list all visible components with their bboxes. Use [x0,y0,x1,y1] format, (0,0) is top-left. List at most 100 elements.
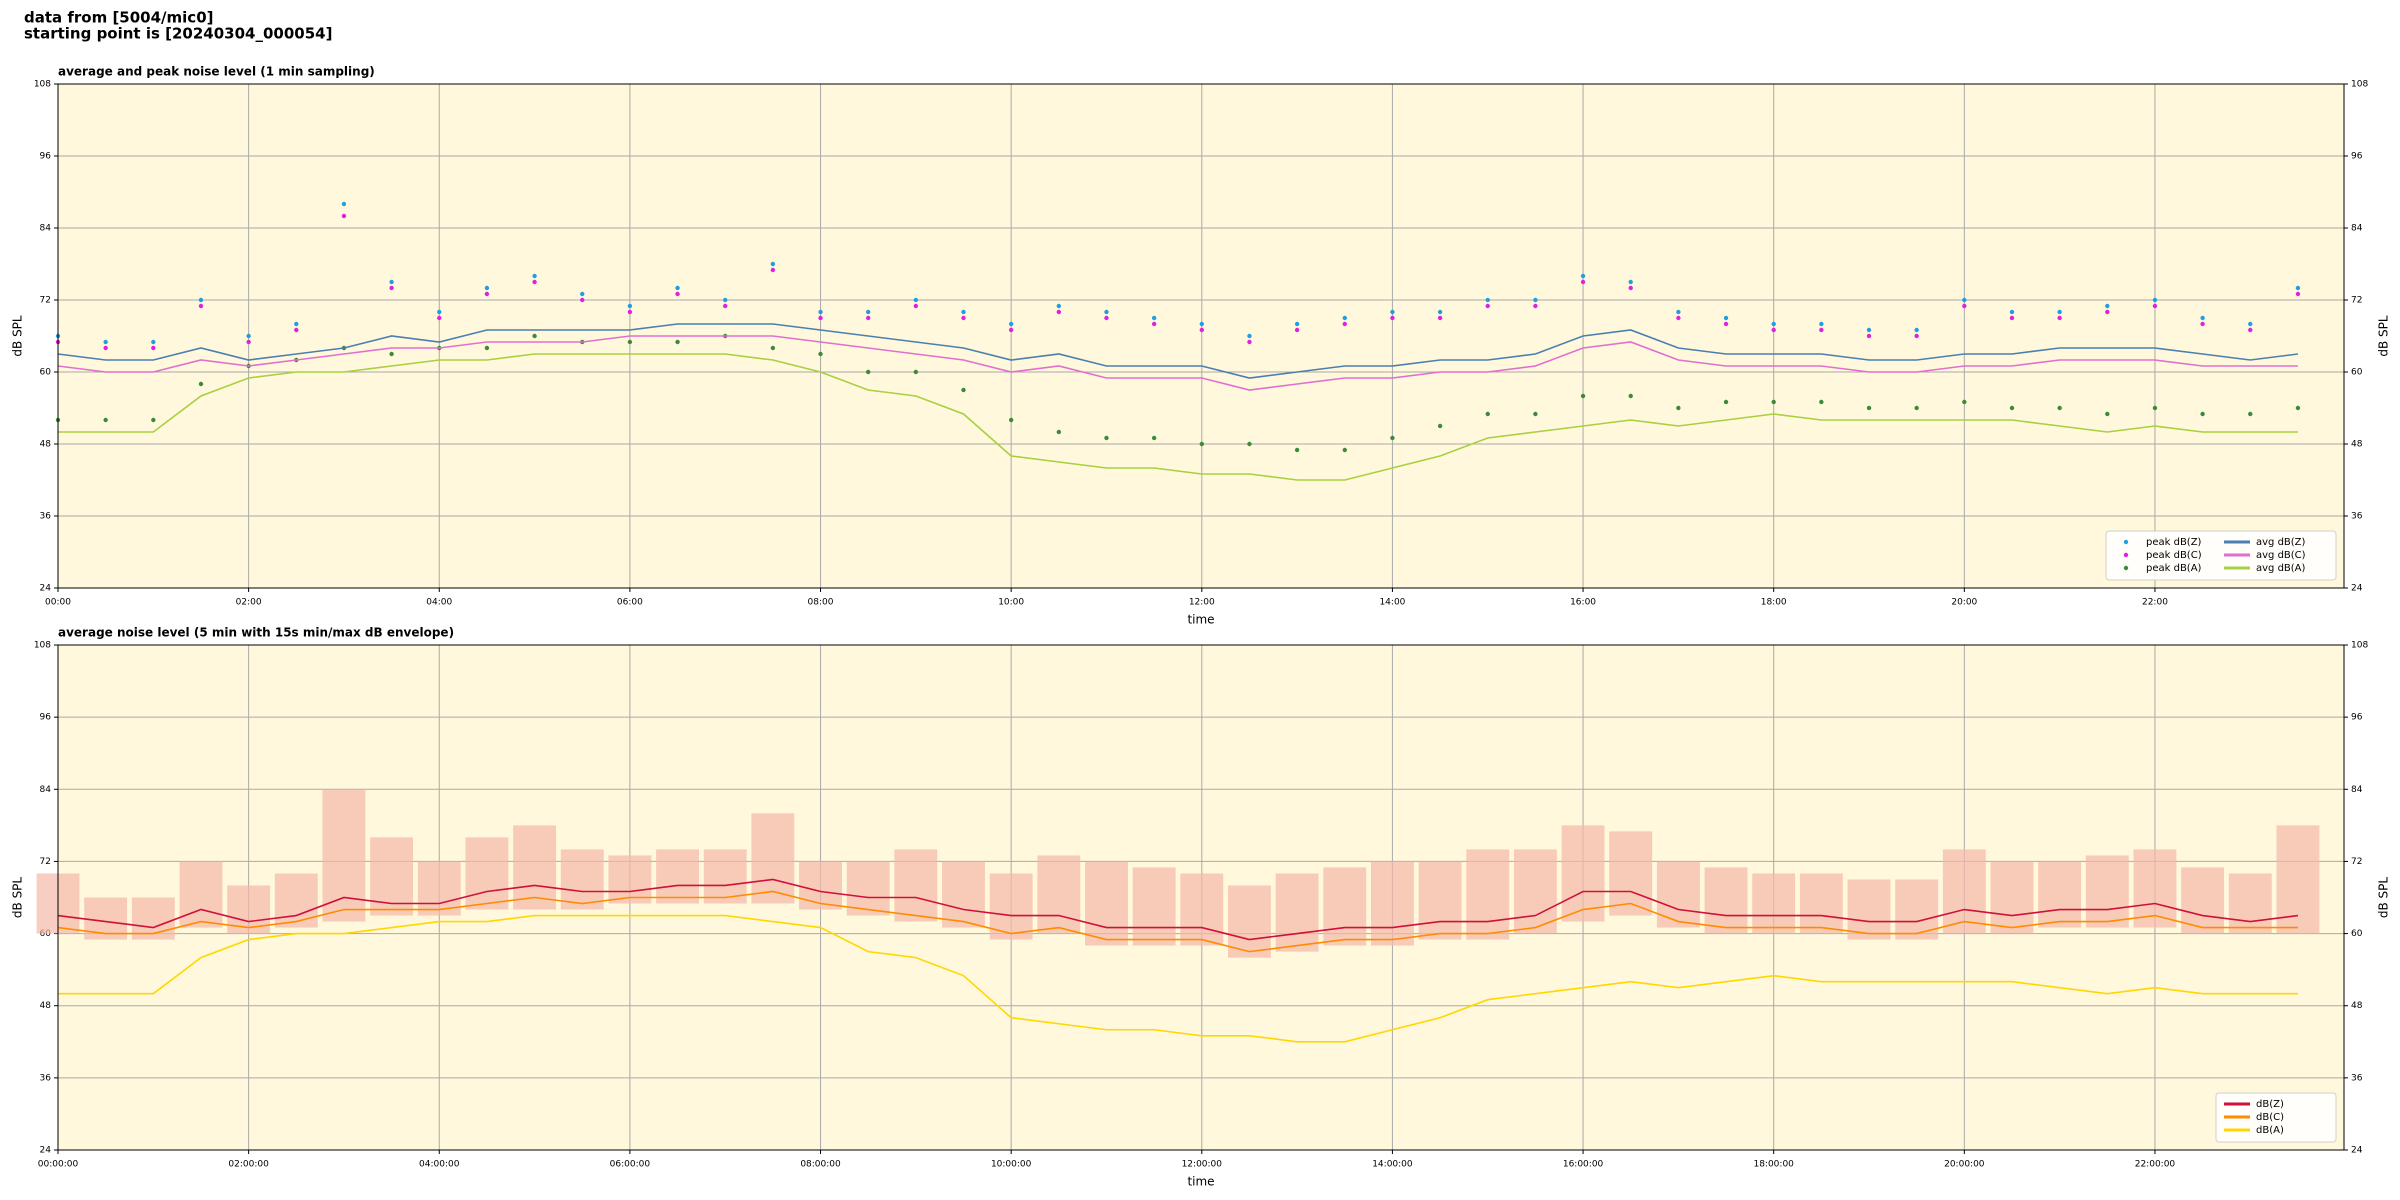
y-tick-label: 108 [34,641,51,651]
peak-dot [1533,297,1538,303]
peak-dot [1056,309,1062,315]
x-tick-label: 22:00 [2142,598,2168,608]
series-line [57,323,2299,379]
peak-dot [627,339,633,345]
peak-dot [1866,405,1872,411]
envelope-bar [560,849,604,910]
envelope-bar [1228,885,1271,958]
peak-dot [580,297,585,303]
envelope-bar [846,861,890,916]
legend-label: avg dB(C) [2256,550,2306,561]
peak-dot [1771,399,1776,405]
legend-label: avg dB(A) [2256,563,2306,574]
peak-dot [1676,315,1681,321]
peak-dot [198,303,204,309]
y-tick-label: 36 [40,1073,52,1083]
peak-dot [1199,327,1204,333]
y-axis-label: dB SPL [11,877,25,919]
envelope-bar [1037,855,1081,934]
x-tick-label: 08:00 [808,598,834,608]
peak-dot [1580,393,1586,399]
peak-dot [627,303,633,309]
peak-dot [1628,393,1633,399]
envelope-bar [1418,861,1462,940]
peak-dot [294,327,299,333]
peak-dot [2152,297,2158,303]
peak-dot [1247,333,1252,339]
plot-frame [57,644,2345,1151]
envelope-bar [894,849,938,922]
peak-dot [1914,333,1919,339]
peak-dot [1962,399,1967,405]
peak-dot [151,417,156,423]
legend-box [2105,530,2337,581]
peak-dot [198,297,204,303]
legend-label: peak dB(A) [2146,563,2202,574]
peak-dot [2248,411,2253,417]
y2-tick-label: 108 [2351,641,2368,651]
peak-dot [1914,327,1919,333]
peak-dot [1342,447,1347,453]
peak-dot [1723,399,1729,405]
x-tick-label: 14:00 [1379,598,1405,608]
peak-dot [1390,315,1395,321]
peak-dot [1962,303,1967,309]
x-tick-label: 16:00:00 [1563,1160,1604,1170]
y2-tick-label: 24 [2351,1146,2363,1156]
peak-dot [2152,405,2158,411]
legend-label: peak dB(Z) [2146,537,2202,548]
envelope-bar [1799,873,1843,934]
envelope-bar [131,897,175,940]
y-tick-label: 48 [40,440,52,450]
peak-dot [818,315,823,321]
chart-title: average and peak noise level (1 min samp… [58,65,375,79]
peak-dot [627,309,633,315]
legend-label: dB(Z) [2256,1099,2284,1110]
x-tick-label: 12:00:00 [1182,1160,1223,1170]
peak-dot [2057,405,2062,411]
x-axis-label: time [1187,1175,1214,1189]
peak-dot [1533,303,1538,309]
y2-tick-label: 108 [2351,80,2368,90]
peak-dot [865,369,871,375]
peak-dot [1008,321,1014,327]
peak-dot [103,339,108,345]
peak-dot [580,291,585,297]
peak-dot [1151,321,1157,327]
envelope-bar [1990,861,2034,934]
peak-dot [2295,291,2301,297]
peak-dot [770,345,776,351]
peak-dot [2057,315,2062,321]
peak-dot [1056,429,1062,435]
legend-label: peak dB(C) [2146,550,2202,561]
peak-dot [103,417,108,423]
peak-dot [865,309,871,315]
x-tick-label: 20:00 [1951,598,1977,608]
peak-dot [389,351,394,357]
peak-dot [1437,315,1443,321]
y2-tick-label: 84 [2351,224,2363,234]
legend-label: dB(A) [2256,1125,2284,1136]
y2-tick-label: 60 [2351,929,2363,939]
series-line [57,890,2298,953]
peak-dot [723,303,728,309]
peak-dot [2200,321,2205,327]
peak-dot [1390,435,1395,441]
peak-dot [2105,303,2110,309]
peak-dot [1294,327,1300,333]
legend-label: dB(C) [2256,1112,2284,1123]
x-tick-label: 00:00 [45,598,71,608]
x-tick-label: 06:00:00 [610,1160,651,1170]
peak-dot [675,285,680,291]
peak-dot [1342,315,1347,321]
peak-dot [961,387,966,393]
peak-dot [818,351,823,357]
peak-dot [1008,327,1014,333]
peak-dot [1628,279,1633,285]
peak-dot [913,369,919,375]
peak-dot [103,345,108,351]
envelope-bar [2038,861,2082,928]
envelope-bar [417,861,461,916]
peak-dot [2009,405,2015,411]
y-tick-label: 72 [40,296,51,306]
